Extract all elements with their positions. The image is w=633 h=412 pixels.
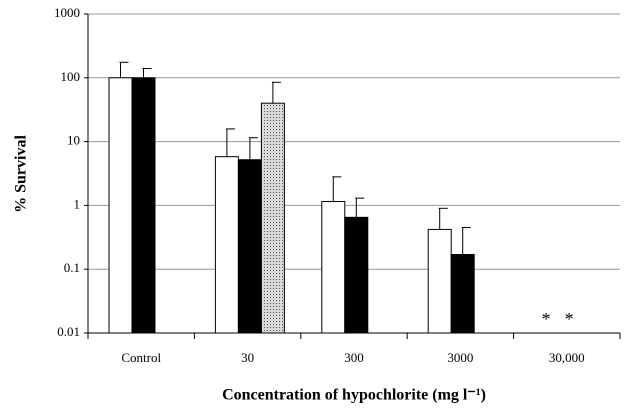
y-tick-label: 10	[67, 133, 80, 148]
x-tick-label: 300	[344, 350, 364, 365]
bar	[131, 77, 156, 334]
bar	[260, 102, 285, 334]
y-tick-label: 100	[61, 69, 81, 84]
x-tick-label: 30,000	[549, 350, 585, 365]
y-axis-label: % Survival	[13, 135, 30, 213]
bar	[450, 253, 475, 334]
x-tick-label: 30	[241, 350, 254, 365]
x-tick-label: Control	[121, 350, 161, 365]
x-tick-label: 3000	[447, 350, 473, 365]
y-tick-label: 0.01	[57, 324, 80, 339]
bar	[427, 228, 452, 334]
bar	[214, 156, 239, 334]
bar	[321, 201, 346, 334]
bar	[237, 159, 262, 334]
y-tick-label: 0.1	[64, 260, 80, 275]
x-axis-label: Concentration of hypochlorite (mg l⁻¹)	[222, 387, 486, 404]
y-tick-label: 1	[74, 196, 81, 211]
annotation: *	[542, 309, 551, 329]
bar	[108, 77, 133, 334]
y-tick-label: 1000	[54, 5, 80, 20]
bar	[344, 216, 369, 334]
annotation: *	[565, 309, 574, 329]
